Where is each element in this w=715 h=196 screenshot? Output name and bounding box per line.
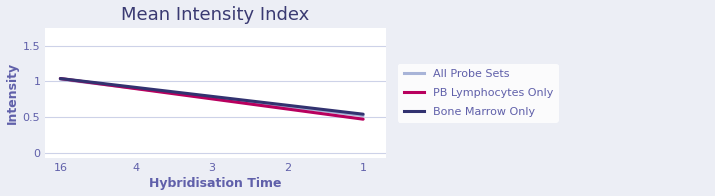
Y-axis label: Intensity: Intensity — [6, 62, 19, 124]
X-axis label: Hybridisation Time: Hybridisation Time — [149, 177, 282, 191]
Title: Mean Intensity Index: Mean Intensity Index — [122, 5, 310, 24]
Legend: All Probe Sets, PB Lymphocytes Only, Bone Marrow Only: All Probe Sets, PB Lymphocytes Only, Bon… — [398, 64, 558, 122]
